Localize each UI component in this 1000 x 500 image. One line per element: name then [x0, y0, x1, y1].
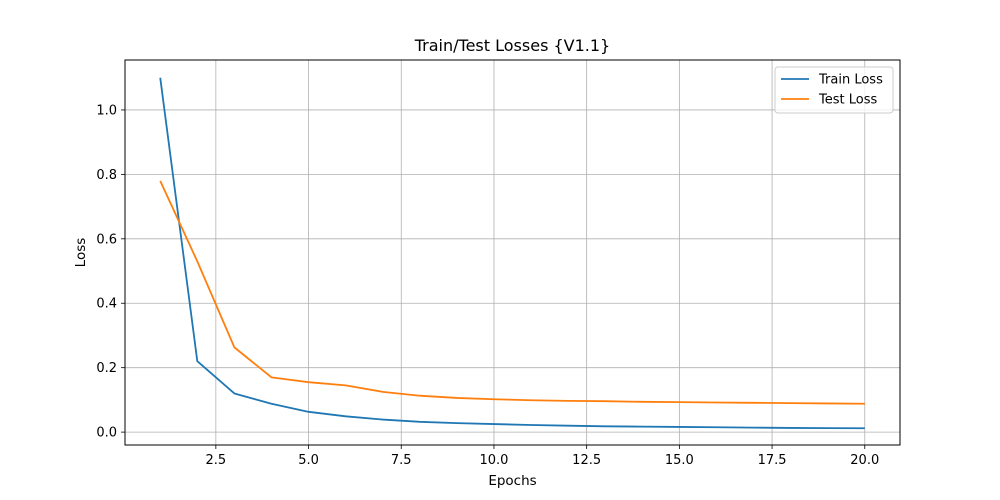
x-tick-label: 12.5	[572, 453, 601, 468]
y-tick-label: 0.4	[96, 297, 117, 312]
y-axis-label: Loss	[73, 238, 89, 268]
legend: Train Loss Test Loss	[774, 66, 894, 114]
series-lines	[159, 77, 865, 430]
x-tick-label: 10.0	[479, 453, 508, 468]
x-tick-label: 2.5	[206, 453, 227, 468]
grid-lines	[125, 60, 900, 445]
y-tick-label: 0.0	[96, 426, 117, 441]
chart-title: Train/Test Losses {V1.1}	[414, 36, 610, 55]
y-tick-label: 0.2	[96, 361, 117, 376]
plot-frame	[124, 59, 901, 446]
series-line-train-loss	[159, 77, 865, 430]
axis-ticks: 2.5 5.0 7.5 10.0 12.5 15.0 17.5 20.0 0.0 0.2 0.4 0.…	[96, 103, 879, 468]
x-tick-label: 7.5	[391, 453, 412, 468]
legend-label-train-loss: Train Loss	[818, 73, 883, 88]
x-tick-label: 15.0	[665, 453, 694, 468]
y-tick-label: 1.0	[96, 103, 117, 118]
x-tick-label: 5.0	[298, 453, 319, 468]
series-line-test-loss	[159, 180, 865, 405]
x-tick-label: 20.0	[850, 453, 879, 468]
x-tick-label: 17.5	[758, 453, 787, 468]
x-axis-label: Epochs	[488, 473, 536, 489]
y-tick-label: 0.6	[96, 232, 117, 247]
y-tick-label: 0.8	[96, 168, 117, 183]
legend-label-test-loss: Test Loss	[818, 93, 877, 108]
